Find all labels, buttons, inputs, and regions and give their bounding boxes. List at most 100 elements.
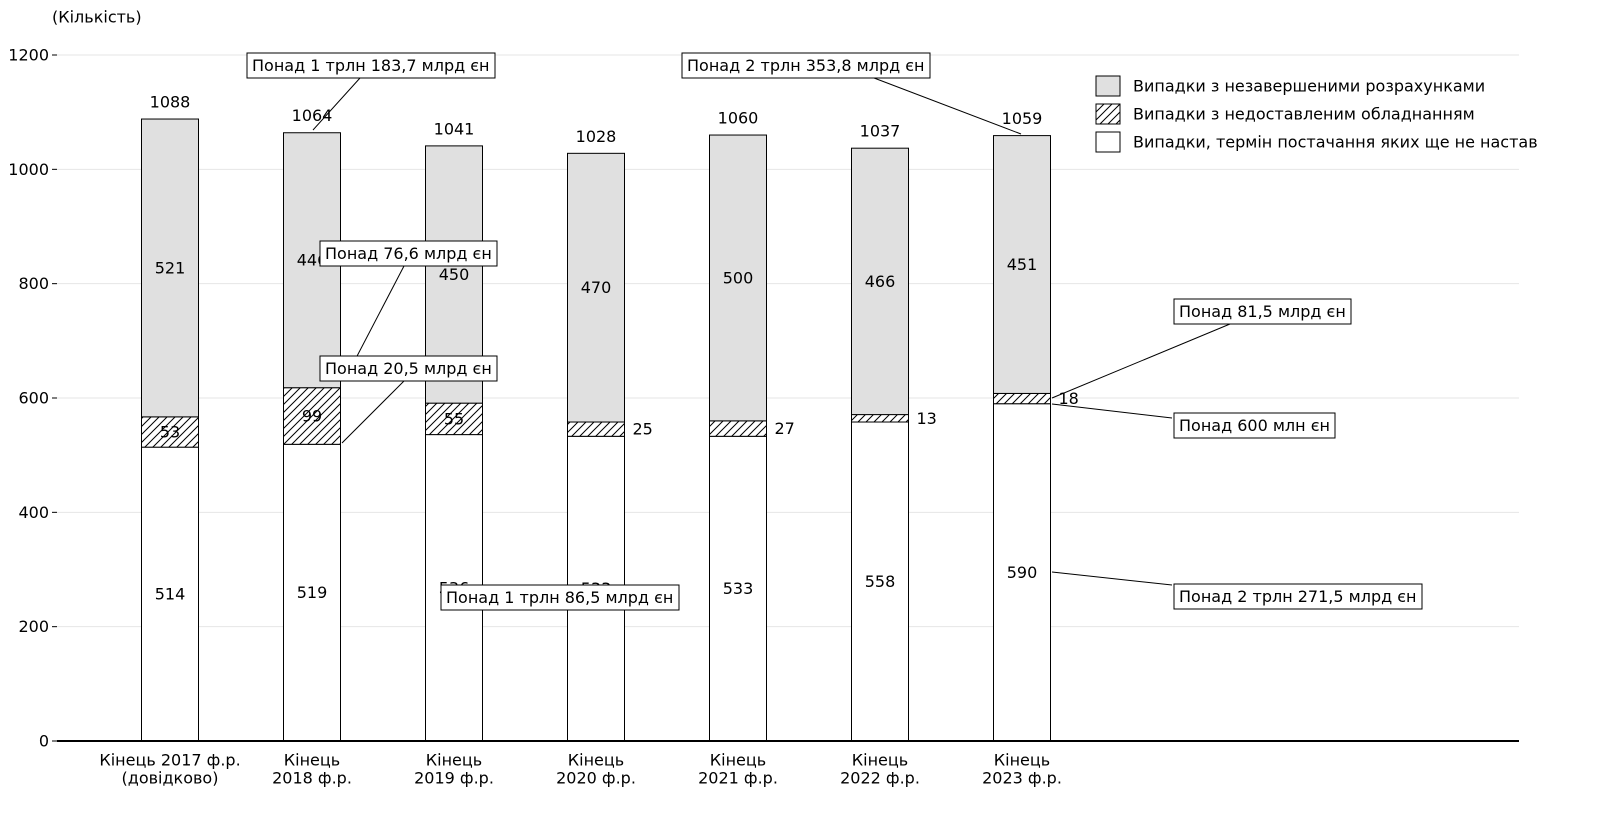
- annotation-leader-line: [1051, 571, 1173, 586]
- value-label-unsettled: 521: [155, 258, 186, 277]
- y-tick-label: 600: [18, 389, 49, 408]
- x-tick-label: Кінець 2017 ф.р.: [99, 751, 240, 770]
- x-tick-label: 2022 ф.р.: [840, 769, 920, 788]
- bar-segment-undelivered: [425, 402, 483, 436]
- y-tick-label: 1000: [8, 160, 49, 179]
- bar-segment-undelivered: [851, 414, 909, 423]
- annotation-leader-line: [873, 77, 1022, 135]
- bar-segment-unsettled: [851, 147, 909, 416]
- legend-swatch: [1095, 103, 1121, 125]
- annotation-leader-line: [1051, 403, 1173, 419]
- bar-segment-unsettled: [567, 152, 625, 423]
- legend: Випадки з незавершеними розрахунками Випа…: [1095, 75, 1538, 153]
- annotation-text: Понад 1 трлн 183,7 млрд єн: [252, 56, 489, 75]
- value-label-unsettled: 500: [723, 268, 754, 287]
- bar-segment-not-due: [709, 435, 767, 742]
- legend-label: Випадки з недоставленим обладнанням: [1133, 105, 1475, 124]
- legend-label: Випадки, термін постачання яких ще не на…: [1133, 133, 1538, 152]
- value-label-unsettled: 466: [865, 272, 896, 291]
- annotation-callout: Понад 81,5 млрд єн: [1173, 298, 1352, 325]
- value-label-unsettled: 470: [581, 278, 612, 297]
- annotation-text: Понад 2 трлн 271,5 млрд єн: [1179, 587, 1416, 606]
- value-label-undelivered: 99: [302, 407, 322, 426]
- x-tick-label: 2023 ф.р.: [982, 769, 1062, 788]
- x-tick-label: Кінець: [852, 751, 908, 770]
- legend-label: Випадки з незавершеними розрахунками: [1133, 77, 1485, 96]
- x-tick-label: Кінець: [568, 751, 624, 770]
- value-label-undelivered: 18: [1059, 389, 1079, 408]
- bar-segment-unsettled: [993, 135, 1051, 394]
- axis-layer: 0 200 400 600 800 1000 1200(Кількість) Кінець 2…: [8, 8, 1519, 788]
- annotation-callout: Понад 600 млн єн: [1173, 412, 1336, 439]
- annotation-callout: Понад 2 трлн 353,8 млрд єн: [681, 52, 931, 79]
- value-label-undelivered: 25: [633, 420, 653, 439]
- y-tick-label: 400: [18, 503, 49, 522]
- annotation-box: [440, 584, 680, 611]
- x-tick-label: 2018 ф.р.: [272, 769, 352, 788]
- value-label-undelivered: 13: [917, 409, 937, 428]
- x-tick-label: Кінець: [284, 751, 340, 770]
- x-tick-label: Кінець: [994, 751, 1050, 770]
- annotation-text: Понад 2 трлн 353,8 млрд єн: [687, 56, 924, 75]
- bar-segment-undelivered: [709, 420, 767, 437]
- annotation-box: [1173, 298, 1352, 325]
- value-label-undelivered: 55: [444, 409, 464, 428]
- annotation-leader-line: [1051, 323, 1231, 399]
- annotation-callout: Понад 1 трлн 183,7 млрд єн: [246, 52, 496, 79]
- value-label-unsettled: 451: [1007, 255, 1038, 274]
- annotation-text: Понад 600 млн єн: [1179, 416, 1330, 435]
- annotation-leader-line: [341, 380, 405, 444]
- annotation-callout: Понад 76,6 млрд єн: [319, 240, 498, 267]
- annotation-text: Понад 76,6 млрд єн: [325, 244, 492, 263]
- value-label-unsettled: 450: [439, 265, 470, 284]
- legend-swatch: [1095, 131, 1121, 153]
- value-label-undelivered: 53: [160, 423, 180, 442]
- x-tick-label: 2019 ф.р.: [414, 769, 494, 788]
- total-label: 1060: [718, 109, 759, 128]
- bar-segment-not-due: [993, 403, 1051, 742]
- annotation-callout: Понад 2 трлн 271,5 млрд єн: [1173, 583, 1423, 610]
- annotation-box: [319, 355, 498, 382]
- annotation-leader-line: [354, 265, 405, 361]
- annotation-text: Понад 1 трлн 86,5 млрд єн: [446, 588, 673, 607]
- value-label-not-due: 558: [865, 572, 896, 591]
- x-tick-label: Кінець: [426, 751, 482, 770]
- annotation-box: [1173, 583, 1423, 610]
- bar-segment-undelivered: [283, 387, 341, 445]
- annotation-callout: Понад 1 трлн 86,5 млрд єн: [440, 584, 680, 611]
- x-tick-label: Кінець: [710, 751, 766, 770]
- bar-segment-undelivered: [567, 421, 625, 437]
- annotation-box: [681, 52, 931, 79]
- x-tick-label: 2020 ф.р.: [556, 769, 636, 788]
- bar-segment-unsettled: [141, 118, 199, 418]
- legend-swatch: [1095, 75, 1121, 97]
- bars-layer: [141, 118, 1051, 742]
- annotations-layer: Понад 1 трлн 183,7 млрд єн Понад 76,6 млр…: [246, 52, 1423, 611]
- total-label: 1059: [1002, 109, 1043, 128]
- total-label: 1028: [576, 127, 617, 146]
- annotation-text: Понад 20,5 млрд єн: [325, 359, 492, 378]
- y-axis-unit-label: (Кількість): [52, 8, 142, 27]
- annotation-text: Понад 81,5 млрд єн: [1179, 302, 1346, 321]
- annotation-box: [319, 240, 498, 267]
- value-label-not-due: 533: [723, 579, 754, 598]
- y-tick-label: 800: [18, 274, 49, 293]
- annotation-callout: Понад 20,5 млрд єн: [319, 355, 498, 382]
- y-tick-label: 200: [18, 617, 49, 636]
- bar-segment-undelivered: [993, 392, 1051, 405]
- value-label-not-due: 590: [1007, 563, 1038, 582]
- bar-segment-unsettled: [709, 134, 767, 422]
- total-label: 1088: [150, 93, 191, 112]
- y-tick-label: 0: [39, 732, 49, 751]
- x-tick-label: 2021 ф.р.: [698, 769, 778, 788]
- bar-segment-undelivered: [141, 416, 199, 448]
- annotation-box: [246, 52, 496, 79]
- bar-segment-not-due: [851, 421, 909, 742]
- value-label-not-due: 514: [155, 585, 186, 604]
- value-label-not-due: 519: [297, 583, 328, 602]
- annotation-box: [1173, 412, 1336, 439]
- value-label-undelivered: 27: [775, 419, 795, 438]
- y-tick-label: 1200: [8, 46, 49, 65]
- total-label: 1041: [434, 119, 475, 138]
